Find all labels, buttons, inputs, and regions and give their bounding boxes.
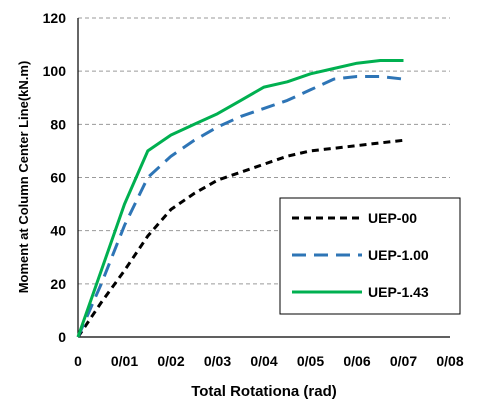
legend: UEP-00 UEP-1.00 UEP-1.43 <box>279 197 461 315</box>
legend-label: UEP-00 <box>368 210 417 226</box>
legend-items: UEP-00 UEP-1.00 UEP-1.43 <box>292 210 429 300</box>
series-line-uep-1-43 <box>76 59 404 338</box>
y-axis-label: Moment at Column Center Line(kN.m) <box>16 61 31 294</box>
y-tick-label: 60 <box>50 170 66 186</box>
series-line-uep-00 <box>76 138 404 338</box>
legend-label: UEP-1.00 <box>368 247 429 263</box>
x-tick-label: 0/08 <box>436 353 463 369</box>
legend-label: UEP-1.43 <box>368 284 429 300</box>
x-tick-label: 0/03 <box>204 353 231 369</box>
x-tick-label: 0/06 <box>343 353 370 369</box>
x-tick-label: 0/01 <box>111 353 138 369</box>
x-tick-label: 0/07 <box>390 353 417 369</box>
y-tick-label: 120 <box>43 10 67 26</box>
y-tick-label: 40 <box>50 223 66 239</box>
y-tick-label: 100 <box>43 63 67 79</box>
y-tick-labels: 0 20 40 60 80 100 120 <box>43 10 67 345</box>
y-tick-label: 80 <box>50 116 66 132</box>
y-tick-label: 0 <box>58 329 66 345</box>
x-axis-label: Total Rotationa (rad) <box>191 383 337 400</box>
series-line-uep-1-00 <box>76 75 404 338</box>
axes <box>77 18 450 338</box>
x-tick-labels: 0 0/01 0/02 0/03 0/04 0/05 0/06 0/07 0/08 <box>74 353 464 369</box>
y-tick-label: 20 <box>50 276 66 292</box>
x-tick-label: 0 <box>74 353 82 369</box>
series-lines <box>76 59 404 338</box>
x-tick-label: 0/05 <box>297 353 324 369</box>
x-tick-label: 0/02 <box>157 353 184 369</box>
x-tick-label: 0/04 <box>250 353 277 369</box>
